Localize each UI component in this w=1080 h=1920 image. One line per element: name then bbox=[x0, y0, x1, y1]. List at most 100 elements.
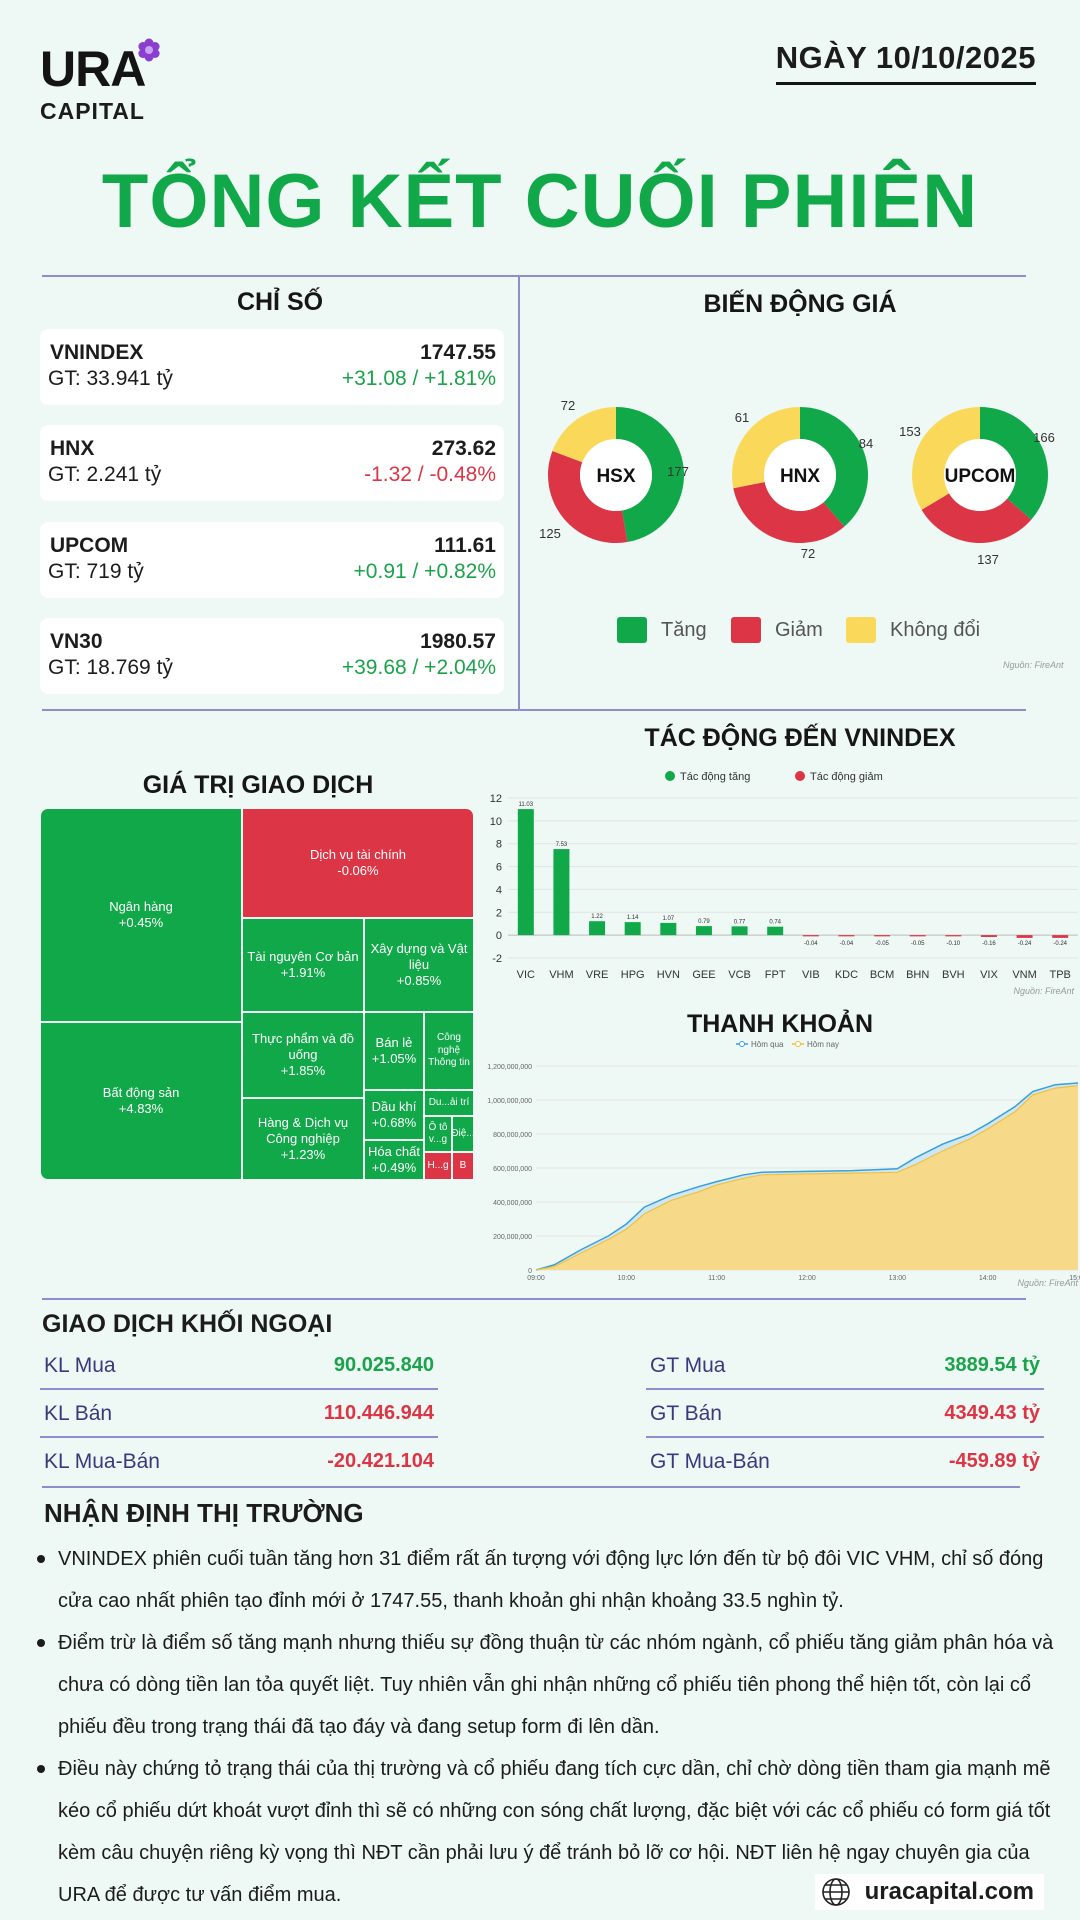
bar-value-label: -0.10 bbox=[946, 941, 960, 947]
treemap-cell: Ngân hàng +0.45% bbox=[40, 808, 242, 1022]
donut-slice-không-đổi bbox=[912, 407, 980, 510]
foreign-title: GIAO DỊCH KHỐI NGOẠI bbox=[42, 1310, 333, 1338]
impact-bar bbox=[909, 935, 926, 937]
x-tick-label: VCB bbox=[728, 969, 751, 981]
index-point: 273.62 bbox=[431, 437, 496, 460]
breadth-title: BIẾN ĐỘNG GIÁ bbox=[703, 290, 897, 318]
index-value-traded: GT: 18.769 tỷ bbox=[48, 656, 173, 679]
treemap-cell: Công nghệ Thông tin bbox=[424, 1012, 474, 1090]
x-tick-label: VHM bbox=[549, 969, 573, 981]
x-tick-label: 14:00 bbox=[979, 1275, 997, 1282]
treemap-sector-change: +0.49% bbox=[371, 1160, 417, 1175]
globe-icon bbox=[821, 1878, 850, 1906]
legend-swatch bbox=[731, 617, 761, 643]
index-name: VNINDEX bbox=[50, 341, 144, 364]
foreign-value: 110.446.944 bbox=[323, 1402, 434, 1424]
bar-value-label: -0.05 bbox=[911, 941, 925, 947]
bar-value-label: 1.22 bbox=[591, 914, 603, 920]
donut-value-label: 84 bbox=[859, 436, 873, 451]
foreign-label: KL Mua-Bán bbox=[44, 1450, 160, 1473]
treemap-sector-name: Hóa chất bbox=[367, 1143, 421, 1159]
treemap-cell-text: Ngân hàng +0.45% bbox=[107, 899, 175, 932]
x-tick-label: VIX bbox=[980, 969, 998, 981]
donut-slice-tăng bbox=[616, 407, 684, 543]
legend-label: Tăng bbox=[661, 618, 707, 641]
foreign-label: GT Mua-Bán bbox=[650, 1450, 770, 1473]
x-tick-label: BVH bbox=[942, 969, 965, 981]
bar-value-label: 0.77 bbox=[734, 919, 746, 925]
donut-value-label: 153 bbox=[899, 424, 921, 439]
treemap-cell: Hóa chất +0.49% bbox=[364, 1140, 424, 1180]
treemap-sector-change: -0.06% bbox=[337, 863, 379, 878]
impact-source: Nguồn: FireAnt bbox=[1013, 986, 1074, 996]
donut-center-label: HNX bbox=[780, 466, 820, 487]
treemap-sector-change: +0.85% bbox=[396, 973, 442, 989]
x-tick-label: FPT bbox=[765, 969, 786, 981]
treemap-sector-change: +1.91% bbox=[280, 965, 326, 980]
treemap-sector-name: Tài nguyên Cơ bản bbox=[247, 948, 359, 964]
legend-item: Tăng bbox=[617, 617, 707, 643]
foreign-row: GT Mua-Bán -459.89 tỷ bbox=[646, 1440, 1044, 1486]
liquidity-title: THANH KHOẢN bbox=[686, 1010, 874, 1038]
x-tick-label: VIC bbox=[517, 969, 535, 981]
series-line-hom-nay bbox=[535, 1085, 1079, 1271]
treemap-cell: Thực phẩm và đồ uống +1.85% bbox=[242, 1012, 364, 1098]
y-tick-label: 200,000,000 bbox=[493, 1234, 532, 1241]
donut-slice-giảm bbox=[733, 481, 845, 543]
x-tick-label: HVN bbox=[657, 969, 680, 981]
bar-value-label: -0.04 bbox=[840, 941, 854, 947]
treemap-cell-text: Bất động sản +4.83% bbox=[101, 1085, 182, 1118]
foreign-row: KL Mua-Bán -20.421.104 bbox=[40, 1440, 438, 1486]
treemap-sector-name: Dầu khí bbox=[371, 1098, 417, 1114]
legend-item: Giảm bbox=[731, 617, 823, 643]
impact-bar bbox=[517, 809, 534, 936]
treemap-cell: Hàng & Dịch vụ Công nghiệp +1.23% bbox=[242, 1098, 364, 1180]
treemap-cell-text: Ô tô v...g bbox=[425, 1122, 451, 1147]
donut-hole bbox=[944, 439, 1016, 511]
impact-bar bbox=[624, 922, 641, 936]
impact-bar bbox=[660, 922, 677, 936]
foreign-label: GT Bán bbox=[650, 1402, 722, 1425]
x-tick-label: VIB bbox=[802, 969, 820, 981]
treemap-cell-text: Hàng & Dịch vụ Công nghiệp +1.23% bbox=[243, 1115, 363, 1164]
bar-value-label: -0.24 bbox=[1018, 941, 1032, 947]
treemap-sector-name: Xây dựng và Vật liệu bbox=[370, 940, 468, 972]
x-tick-label: 10:00 bbox=[618, 1275, 636, 1282]
y-tick-label: 2 bbox=[496, 907, 502, 919]
bar-value-label: 0.79 bbox=[698, 919, 710, 925]
y-tick-label: 4 bbox=[496, 884, 502, 896]
legend-marker bbox=[739, 1041, 745, 1047]
index-name: UPCOM bbox=[50, 534, 129, 557]
series-area-hom-nay bbox=[536, 1085, 1078, 1270]
impact-bar bbox=[589, 921, 606, 936]
trading-value-title: GIÁ TRỊ GIAO DỊCH bbox=[142, 771, 374, 799]
index-card: VN30 GT: 18.769 tỷ 1980.57 +39.68 / +2.04% bbox=[40, 618, 504, 694]
treemap-cell: Bất động sản +4.83% bbox=[40, 1022, 242, 1180]
x-tick-label: KDC bbox=[835, 969, 858, 981]
website-badge[interactable]: uracapital.com bbox=[814, 1874, 1044, 1910]
analysis-title: NHẬN ĐỊNH THỊ TRƯỜNG bbox=[44, 1498, 364, 1528]
treemap-cell: Tài nguyên Cơ bản +1.91% bbox=[242, 918, 364, 1012]
treemap-sector-name: Ngân hàng bbox=[109, 898, 173, 914]
foreign-value: -20.421.104 bbox=[327, 1450, 434, 1472]
treemap-cell: Bán lẻ +1.05% bbox=[364, 1012, 424, 1090]
treemap-cell-text: Du...ải trí bbox=[427, 1097, 472, 1110]
x-tick-label: VNM bbox=[1012, 969, 1036, 981]
donut-center-label: HSX bbox=[596, 466, 635, 487]
index-card: VNINDEX GT: 33.941 tỷ 1747.55 +31.08 / +1.8… bbox=[40, 329, 504, 405]
y-tick-label: 400,000,000 bbox=[493, 1200, 532, 1207]
foreign-row: KL Mua 90.025.840 bbox=[40, 1344, 438, 1390]
donut-slice-không-đổi bbox=[552, 407, 616, 463]
divider-mid bbox=[42, 709, 1026, 711]
impact-bar bbox=[1016, 935, 1033, 938]
website-url: uracapital.com bbox=[864, 1878, 1034, 1905]
treemap-sector-name: Bán lẻ bbox=[375, 1034, 413, 1050]
brand-subtitle: CAPITAL bbox=[40, 98, 145, 124]
impact-bar bbox=[553, 849, 570, 936]
legend-marker bbox=[795, 771, 805, 781]
divider-top bbox=[42, 275, 1026, 277]
treemap-sector-name: Hàng & Dịch vụ Công nghiệp bbox=[257, 1114, 349, 1146]
y-tick-label: 600,000,000 bbox=[493, 1166, 532, 1173]
index-card: UPCOM GT: 719 tỷ 111.61 +0.91 / +0.82% bbox=[40, 522, 504, 598]
treemap-cell: B bbox=[452, 1152, 474, 1180]
